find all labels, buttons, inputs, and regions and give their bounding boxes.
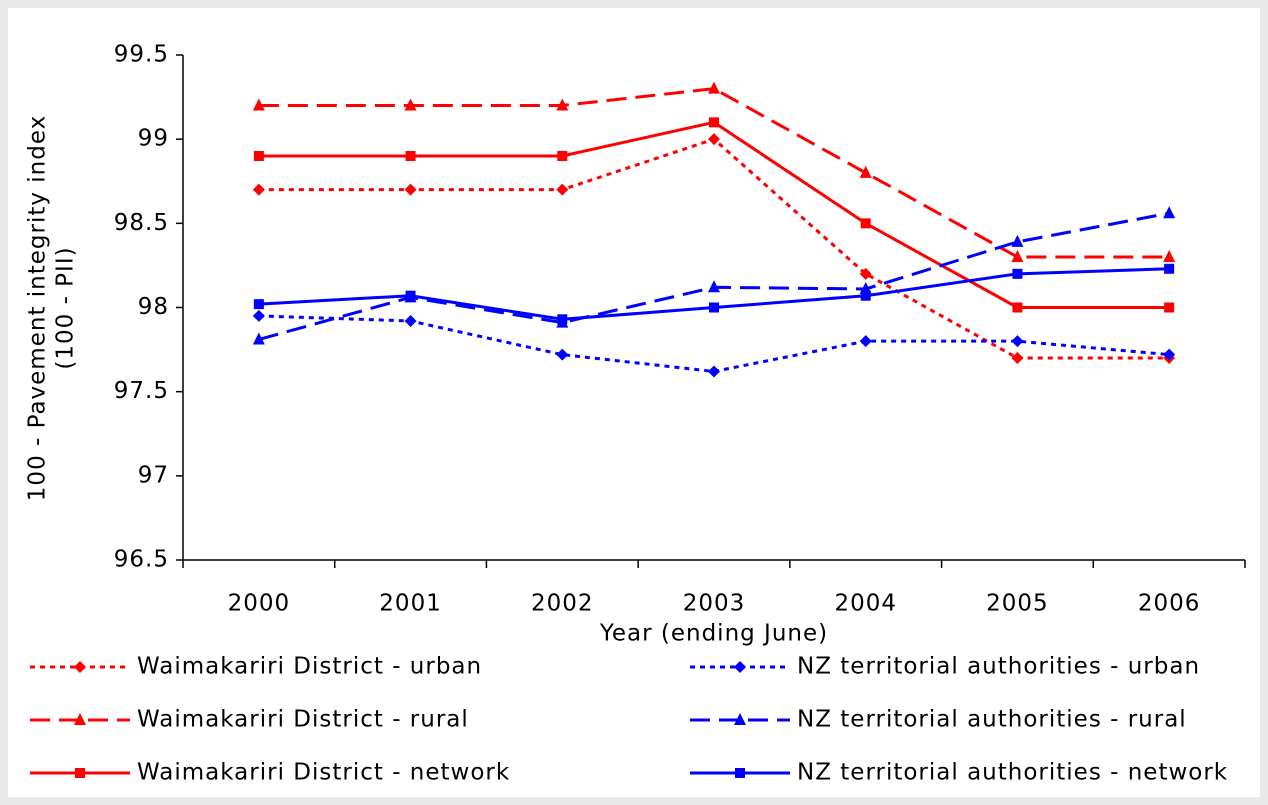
- y-tick-label: 99.5: [114, 42, 169, 68]
- marker: [860, 290, 871, 301]
- marker: [708, 81, 720, 94]
- marker: [253, 151, 264, 161]
- marker: [1163, 250, 1176, 262]
- marker: [708, 133, 720, 146]
- y-tick-label: 98: [138, 294, 169, 320]
- x-tick-label: 2006: [1138, 591, 1201, 617]
- y-axis-label: 100 - Pavement integrity index (100 - PI…: [25, 115, 79, 501]
- marker: [404, 183, 417, 196]
- x-tick-label: 2003: [683, 591, 746, 617]
- marker: [1011, 234, 1024, 247]
- x-tick-label: 2002: [531, 591, 594, 617]
- marker: [557, 151, 568, 161]
- marker: [859, 267, 872, 280]
- legend-marker: [734, 661, 746, 673]
- marker: [252, 332, 265, 345]
- x-axis-label: Year (ending June): [599, 621, 828, 647]
- marker: [556, 183, 569, 196]
- marker: [859, 335, 872, 348]
- legend-marker: [75, 768, 85, 778]
- legend-marker: [734, 713, 746, 725]
- marker: [252, 183, 265, 196]
- legend-label: NZ territorial authorities - network: [797, 760, 1228, 786]
- legend-marker: [735, 768, 745, 778]
- y-tick-label: 97.5: [114, 378, 169, 404]
- marker: [253, 299, 264, 310]
- marker: [859, 165, 872, 178]
- marker: [556, 98, 569, 111]
- legend-marker: [74, 713, 86, 725]
- y-tick-label: 99: [138, 126, 169, 152]
- marker: [708, 365, 720, 378]
- y-axis-label-line: 100 - Pavement integrity index: [25, 115, 51, 501]
- marker: [557, 314, 568, 325]
- marker: [1011, 250, 1024, 262]
- marker: [252, 309, 265, 322]
- x-tick-label: 2005: [986, 591, 1049, 617]
- marker: [404, 314, 417, 327]
- marker: [1012, 268, 1023, 279]
- marker: [1012, 302, 1023, 313]
- y-tick-label: 96.5: [114, 547, 169, 573]
- legend-label: Waimakariri District - rural: [137, 707, 469, 733]
- y-tick-label: 98.5: [114, 210, 169, 236]
- legend-label: NZ territorial authorities - urban: [797, 654, 1200, 680]
- marker: [709, 117, 719, 128]
- x-tick-label: 2000: [228, 591, 291, 617]
- y-tick-label: 97: [138, 462, 169, 488]
- marker: [1163, 348, 1176, 361]
- legend-marker: [74, 661, 86, 673]
- marker: [708, 280, 720, 293]
- marker: [405, 151, 416, 161]
- marker: [860, 218, 871, 229]
- legend-label: Waimakariri District - urban: [137, 654, 482, 680]
- marker: [556, 348, 569, 361]
- y-axis-label-line: (100 - PII): [53, 246, 79, 369]
- marker: [404, 98, 417, 111]
- marker: [1164, 302, 1175, 313]
- marker: [709, 302, 719, 313]
- x-tick-label: 2001: [379, 591, 442, 617]
- x-tick-label: 2004: [834, 591, 897, 617]
- marker: [1164, 263, 1175, 274]
- marker: [1011, 335, 1024, 348]
- marker: [1011, 352, 1024, 364]
- marker: [1163, 206, 1176, 219]
- marker: [405, 290, 416, 301]
- legend-label: NZ territorial authorities - rural: [797, 707, 1187, 733]
- legend-label: Waimakariri District - network: [137, 760, 510, 786]
- marker: [252, 98, 265, 111]
